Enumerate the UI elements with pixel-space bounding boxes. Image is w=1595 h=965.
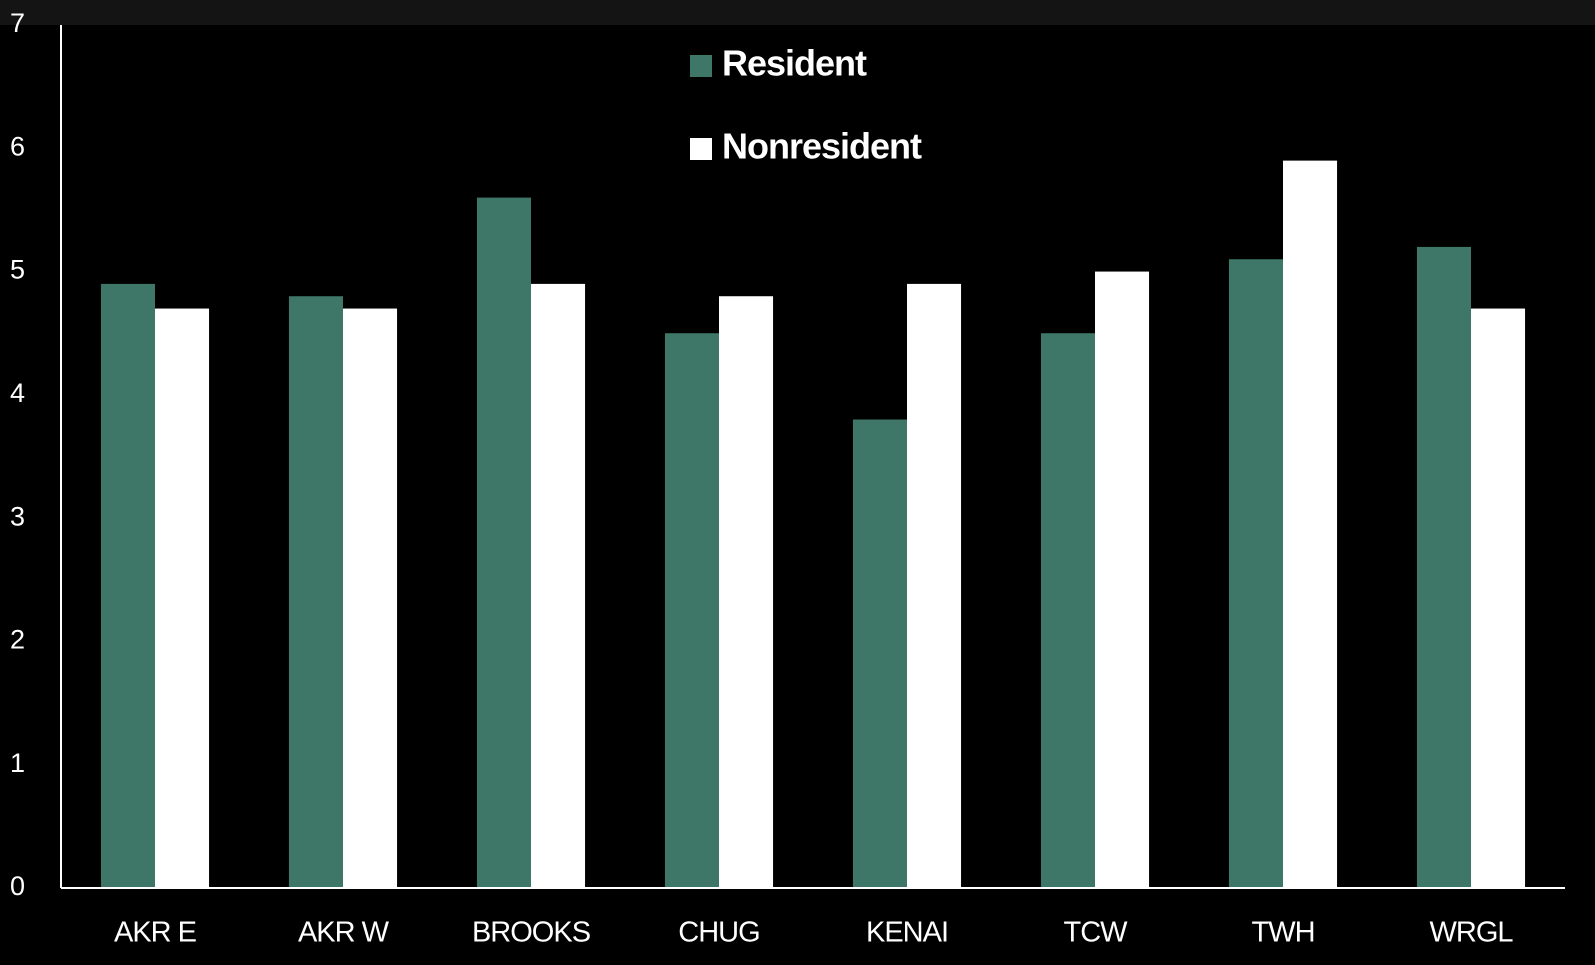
x-tick-label: TCW	[1063, 917, 1128, 949]
x-tick-label: AKR E	[114, 917, 197, 949]
y-tick-label: 3	[10, 501, 25, 531]
y-tick-label: 7	[10, 8, 25, 38]
x-tick-label: TWH	[1251, 917, 1314, 949]
bar	[1095, 271, 1150, 889]
x-tick-label: CHUG	[678, 917, 759, 949]
bar	[852, 419, 907, 888]
bar	[343, 308, 398, 888]
bar	[288, 296, 343, 888]
y-tick-label: 0	[10, 871, 25, 901]
legend-swatch	[690, 55, 712, 77]
legend-label: Resident	[722, 43, 867, 84]
bar	[664, 333, 719, 888]
bar	[1283, 160, 1338, 889]
bar	[155, 308, 210, 888]
bar	[907, 283, 962, 888]
x-tick-label: KENAI	[866, 917, 948, 949]
bar	[476, 197, 531, 889]
y-tick-label: 6	[10, 131, 25, 161]
bar	[719, 296, 774, 888]
y-tick-label: 2	[10, 625, 25, 655]
y-tick-label: 5	[10, 255, 25, 285]
bar	[100, 283, 155, 888]
legend-label: Nonresident	[722, 126, 922, 167]
bar	[1228, 259, 1283, 888]
bar	[531, 283, 586, 888]
x-tick-label: WRGL	[1430, 917, 1514, 949]
y-tick-label: 1	[10, 748, 25, 778]
bar	[1416, 246, 1471, 888]
top-band	[0, 0, 1595, 25]
bar	[1040, 333, 1095, 888]
y-tick-label: 4	[10, 378, 25, 408]
bar	[1471, 308, 1526, 888]
legend-swatch	[690, 138, 712, 160]
x-tick-label: BROOKS	[472, 917, 591, 949]
x-tick-label: AKR W	[298, 917, 390, 949]
